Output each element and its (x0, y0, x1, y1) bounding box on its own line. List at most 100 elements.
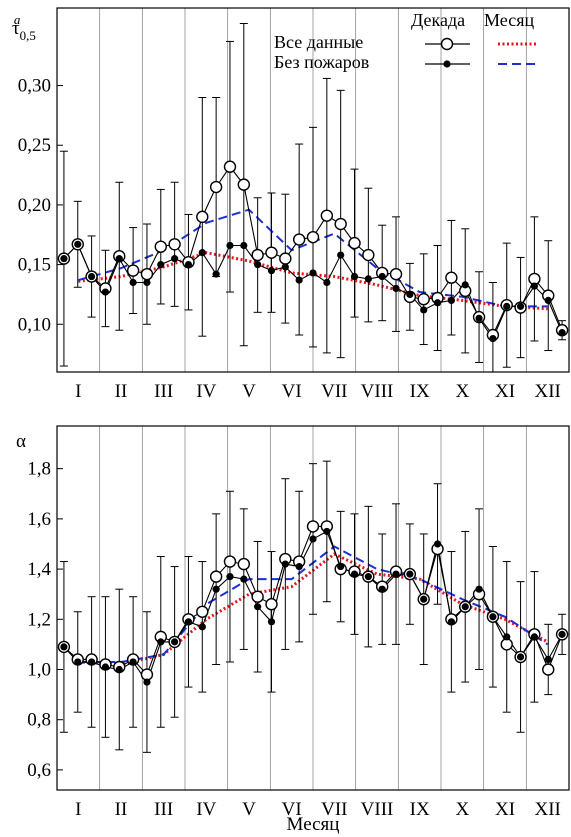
aod-point-nofire (281, 263, 289, 271)
aod-point-all (251, 248, 264, 262)
alpha-point-all (140, 668, 154, 681)
aod-month-label: II (115, 381, 128, 402)
alpha-point-nofire (337, 562, 345, 571)
legend-header-decade: Декада (411, 10, 465, 30)
aod-point-all (362, 248, 375, 262)
alpha-point-nofire (433, 540, 442, 548)
alpha-point-nofire (309, 535, 317, 543)
aod-month-label: X (455, 381, 469, 402)
alpha-point-nofire (143, 678, 151, 686)
aod-month-label: III (154, 381, 173, 402)
aod-point-nofire (503, 302, 511, 310)
alpha-month-label: V (242, 799, 256, 820)
alpha-month-label: IV (196, 799, 216, 820)
aod-y-tick-label: 0,20 (18, 195, 51, 216)
aod-y-tick-label: 0,10 (18, 314, 51, 335)
alpha-point-nofire (60, 643, 68, 651)
aod-point-nofire (115, 255, 123, 263)
alpha-markers (57, 520, 569, 686)
aod-y-ticks: 0,10 0,15 0,20 0,25 0,30 (18, 76, 63, 335)
alpha-month-labels: I II III IV V VI VII VIII IX X XI XII (75, 799, 561, 820)
aod-point-nofire (323, 278, 331, 287)
legend-label-no-fires: Без пожаров (274, 52, 369, 72)
aod-y-tick-label: 0,15 (18, 255, 51, 276)
aod-point-all (334, 217, 347, 231)
alpha-y-tick-label: 0,6 (27, 760, 51, 781)
aod-point-all (320, 209, 334, 222)
alpha-point-nofire (184, 618, 193, 626)
alpha-point-all (209, 570, 223, 583)
aod-panel: 0,100,150,200,250,30 I II III IV V VI VII VIII I… (12, 7, 570, 402)
alpha-point-all (223, 555, 237, 568)
alpha-point-nofire (129, 658, 137, 666)
aod-month-label: IX (410, 381, 430, 402)
alpha-point-nofire (420, 595, 428, 603)
alpha-y-tick-label: 1,6 (27, 509, 51, 530)
aod-point-nofire (461, 281, 469, 289)
aod-point-nofire (240, 241, 248, 250)
alpha-y-tick-label: 1,4 (27, 559, 51, 580)
alpha-month-label: VII (321, 799, 347, 820)
legend: Декада Месяц Все данные Без пожаров (274, 10, 538, 72)
aod-point-all (140, 267, 154, 281)
aod-point-nofire (378, 272, 386, 281)
aod-point-nofire (406, 290, 414, 299)
aod-point-all (223, 160, 237, 173)
alpha-y-tick-label: 1,8 (27, 459, 51, 480)
alpha-point-nofire (530, 633, 539, 641)
aod-point-nofire (420, 306, 428, 314)
aod-point-nofire (337, 251, 345, 259)
alpha-plot-frame (56, 425, 570, 791)
aod-plot-frame (56, 7, 570, 373)
alpha-point-nofire (392, 570, 400, 578)
aod-point-nofire (447, 296, 455, 304)
aod-month-label: VII (321, 381, 347, 402)
aod-point-nofire (171, 255, 179, 263)
aod-point-nofire (309, 269, 317, 277)
alpha-y-ticks: 0,6 0,8 1,0 1,2 1,4 1,6 1,8 (27, 459, 63, 781)
alpha-point-nofire (461, 603, 469, 611)
alpha-month-label: IX (410, 799, 430, 820)
alpha-point-nofire (489, 613, 497, 621)
aod-point-nofire (475, 314, 483, 322)
aod-point-all (306, 230, 320, 244)
aod-point-nofire (60, 255, 68, 263)
alpha-month-label: II (115, 799, 128, 820)
aod-y-axis-subscript: 0,5 (20, 28, 36, 43)
aod-point-nofire (87, 272, 96, 281)
alpha-point-nofire (516, 653, 525, 661)
aod-markers (57, 160, 569, 343)
aod-month-label: I (75, 381, 81, 402)
alpha-y-tick-label: 0,8 (27, 710, 51, 731)
aod-point-nofire (74, 240, 82, 248)
alpha-point-nofire (281, 560, 289, 568)
alpha-point-nofire (378, 585, 386, 593)
alpha-month-label: VIII (361, 799, 394, 820)
alpha-point-nofire (447, 618, 455, 626)
alpha-point-nofire (558, 630, 566, 638)
aod-point-all (168, 238, 181, 251)
aod-month-label: VIII (361, 381, 394, 402)
aod-point-nofire (157, 260, 165, 269)
alpha-month-label: XI (495, 799, 515, 820)
alpha-point-nofire (544, 655, 552, 664)
aod-point-nofire (184, 260, 193, 269)
alpha-month-label: X (455, 799, 469, 820)
aod-point-all (292, 233, 306, 246)
alpha-point-nofire (171, 638, 179, 646)
alpha-point-nofire (115, 665, 123, 674)
aod-month-label: XII (534, 381, 560, 402)
alpha-point-nofire (364, 573, 372, 581)
aod-month-label: XI (495, 381, 515, 402)
legend-swatch-decade-all-marker (440, 37, 454, 51)
alpha-point-nofire (267, 618, 276, 626)
aod-point-all (389, 267, 403, 281)
alpha-y-tick-label: 1,0 (27, 660, 51, 681)
aod-point-nofire (254, 260, 262, 269)
aod-point-all (196, 210, 209, 224)
aod-point-all (265, 246, 278, 259)
aod-point-nofire (226, 241, 234, 250)
aod-point-all (154, 240, 167, 253)
alpha-month-label: XII (534, 799, 560, 820)
alpha-point-nofire (254, 603, 262, 611)
